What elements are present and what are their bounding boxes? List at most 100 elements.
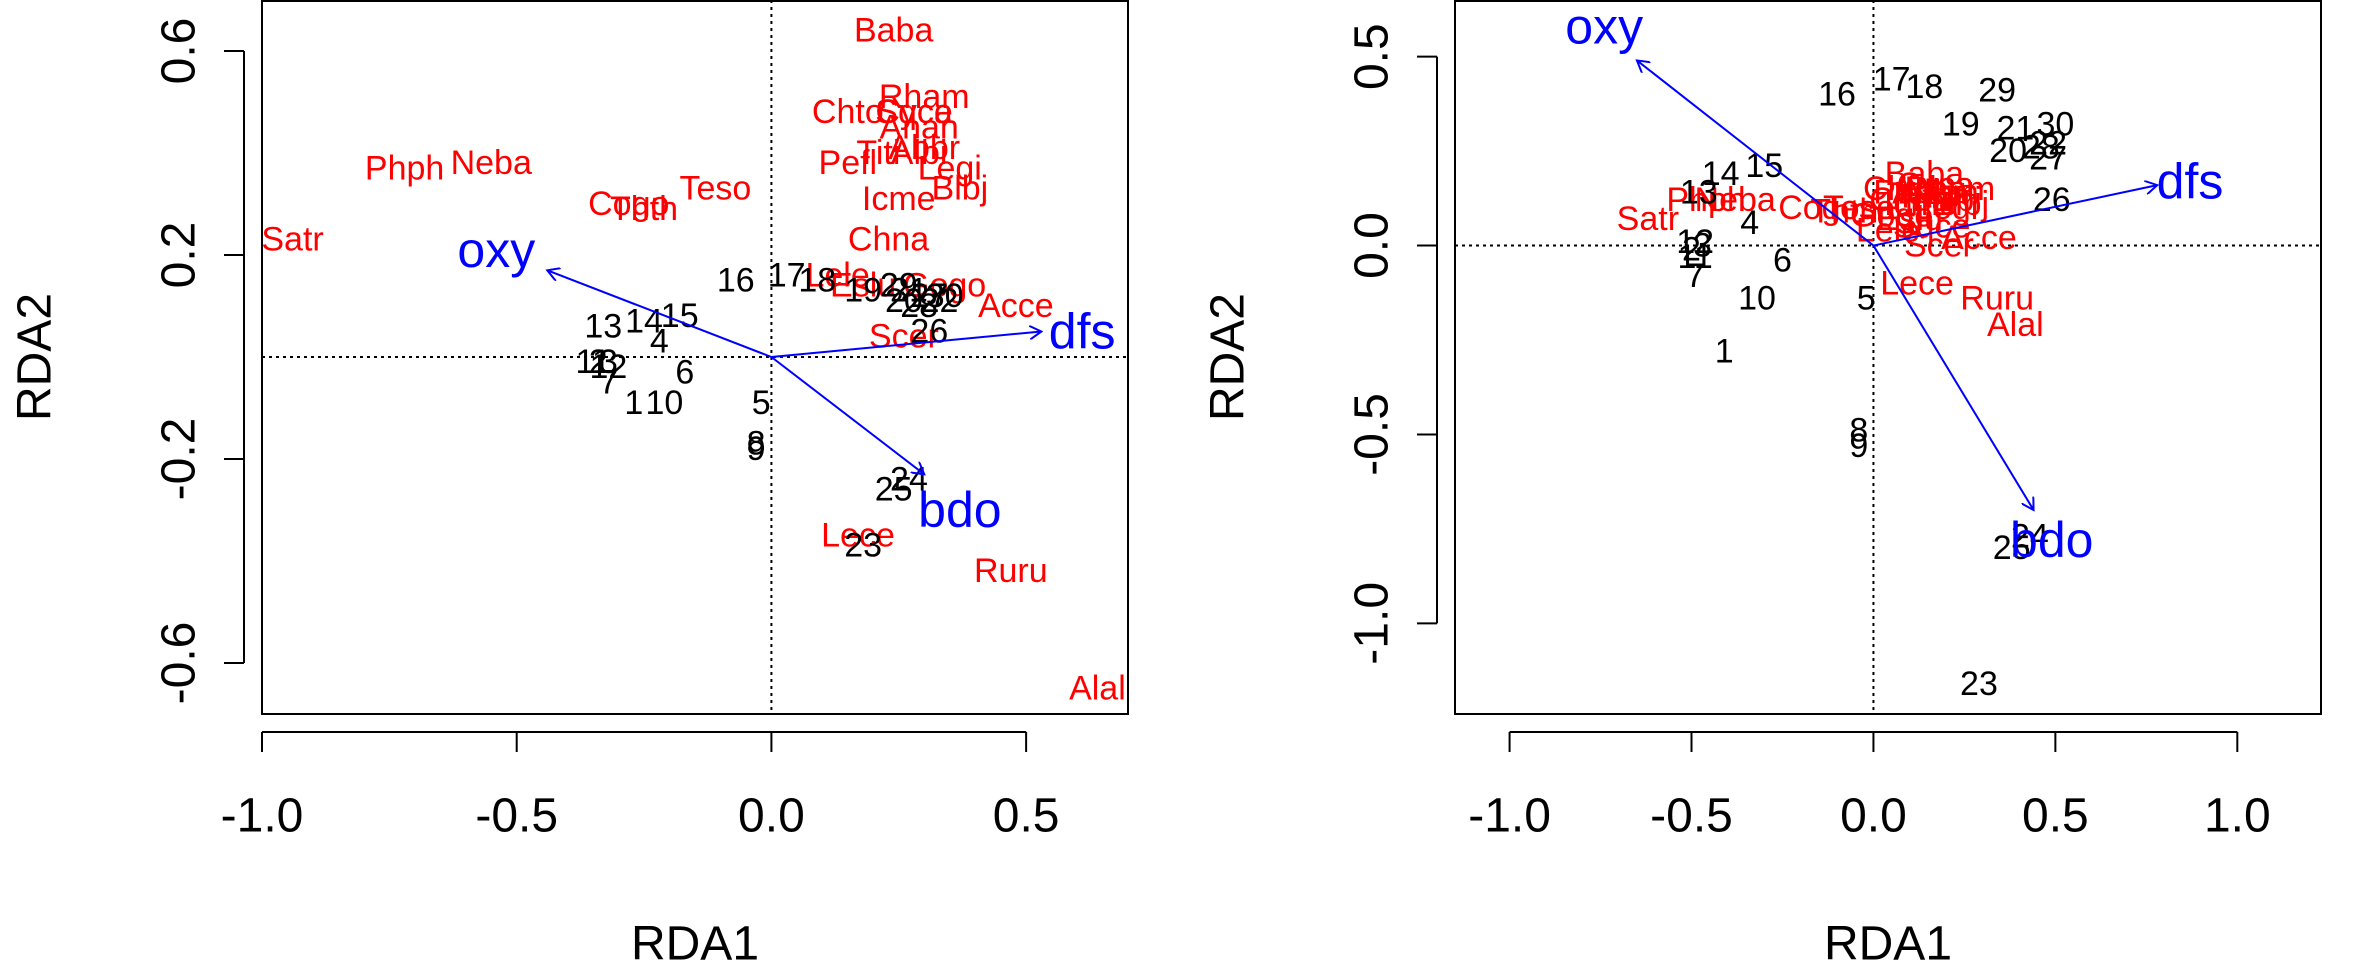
species-label-anan: Anan bbox=[1899, 174, 1978, 212]
site-label-16: 16 bbox=[717, 262, 755, 300]
species-label-icme: Icme bbox=[862, 180, 936, 218]
site-label-1: 1 bbox=[624, 384, 643, 422]
species-label-scer: Scer bbox=[1904, 227, 1974, 265]
site-label-20: 20 bbox=[1989, 132, 2027, 170]
species-label-gogo: Gogo bbox=[1850, 196, 1933, 234]
x-tick-label: -1.0 bbox=[221, 790, 304, 843]
species-label-blbj: Blbj bbox=[932, 170, 989, 208]
site-label-7: 7 bbox=[599, 364, 618, 402]
site-label-9: 9 bbox=[747, 430, 766, 468]
species-label-cyca: Cyca bbox=[875, 93, 953, 131]
species-label-abbr: Abbr bbox=[888, 129, 960, 167]
species-label-baba: Baba bbox=[1885, 155, 1964, 193]
species-label-alal: Alal bbox=[1987, 306, 2044, 344]
site-label-18: 18 bbox=[798, 262, 836, 300]
site-label-4: 4 bbox=[1740, 204, 1759, 242]
species-label-anan: Anan bbox=[879, 109, 958, 147]
site-label-11: 11 bbox=[1678, 238, 1713, 276]
site-label-3: 3 bbox=[1693, 227, 1712, 265]
site-label-28: 28 bbox=[900, 287, 938, 325]
site-label-21: 21 bbox=[890, 272, 928, 310]
species-label-pefl: Pefl bbox=[1873, 174, 1932, 212]
species-label-chna: Chna bbox=[848, 221, 929, 259]
site-label-12: 12 bbox=[589, 348, 627, 386]
x-axis-title: RDA1 bbox=[631, 918, 759, 971]
species-label-lele: Lele bbox=[805, 256, 869, 294]
site-label-27: 27 bbox=[2029, 140, 2067, 178]
x-tick-label: -0.5 bbox=[1650, 790, 1733, 843]
y-axis-title: RDA2 bbox=[1202, 293, 1255, 421]
variable-arrow-dfs bbox=[771, 332, 1041, 358]
species-label-scer: Scer bbox=[869, 318, 939, 356]
plot-frame bbox=[1454, 0, 2322, 715]
species-label-phph: Phph bbox=[365, 149, 444, 187]
species-label-thth: Thth bbox=[1810, 193, 1878, 231]
species-label-alal: Alal bbox=[1069, 670, 1126, 708]
site-label-13: 13 bbox=[1680, 174, 1718, 212]
site-label-25: 25 bbox=[1993, 529, 2031, 567]
y-tick-label: -0.6 bbox=[153, 622, 206, 705]
species-label-rham: Rham bbox=[879, 78, 970, 116]
variable-label-bdo: bdo bbox=[918, 482, 1001, 538]
site-label-22: 22 bbox=[2029, 125, 2067, 163]
site-label-19: 19 bbox=[1942, 106, 1980, 144]
y-tick-label: -1.0 bbox=[1346, 582, 1399, 665]
species-label-abbr: Abbr bbox=[1892, 174, 1964, 212]
species-label-titi: Titi bbox=[856, 134, 900, 172]
site-label-20: 20 bbox=[885, 282, 923, 320]
x-tick-label: -1.0 bbox=[1468, 790, 1551, 843]
y-tick-label: 0.0 bbox=[1346, 212, 1399, 279]
y-tick-label: -0.5 bbox=[1346, 393, 1399, 476]
species-label-teso: Teso bbox=[1823, 189, 1895, 227]
y-tick-label: 0.2 bbox=[153, 222, 206, 289]
species-label-satr: Satr bbox=[1617, 200, 1679, 238]
y-tick-label: 0.5 bbox=[1346, 23, 1399, 90]
site-label-8: 8 bbox=[1849, 412, 1868, 450]
species-label-ruru: Ruru bbox=[974, 552, 1048, 590]
site-label-30: 30 bbox=[926, 277, 964, 315]
variable-label-oxy: oxy bbox=[457, 222, 535, 278]
species-label-phph: Phph bbox=[1666, 181, 1745, 219]
site-label-14: 14 bbox=[1702, 155, 1740, 193]
species-label-cyca: Cyca bbox=[1897, 166, 1975, 204]
species-label-rham: Rham bbox=[1905, 170, 1996, 208]
variable-arrow-bdo bbox=[770, 356, 924, 474]
site-label-10: 10 bbox=[1738, 279, 1776, 317]
site-label-19: 19 bbox=[844, 272, 882, 310]
site-label-17: 17 bbox=[768, 256, 806, 294]
site-label-22: 22 bbox=[921, 282, 959, 320]
site-label-2: 2 bbox=[1682, 230, 1701, 268]
x-tick-label: 0.5 bbox=[2022, 790, 2089, 843]
site-label-5: 5 bbox=[752, 384, 771, 422]
species-label-eslu: Eslu bbox=[830, 267, 896, 305]
species-label-gogo: Gogo bbox=[903, 267, 986, 305]
x-tick-label: -0.5 bbox=[475, 790, 558, 843]
site-label-24: 24 bbox=[2011, 517, 2049, 555]
site-label-29: 29 bbox=[1978, 72, 2016, 110]
species-label-neba: Neba bbox=[451, 144, 532, 182]
variable-label-oxy: oxy bbox=[1565, 0, 1643, 54]
site-label-28: 28 bbox=[2022, 128, 2060, 166]
species-label-baba: Baba bbox=[854, 12, 933, 50]
site-label-9: 9 bbox=[1849, 427, 1868, 465]
site-label-21: 21 bbox=[1996, 109, 2034, 147]
x-tick-label: 0.5 bbox=[993, 790, 1060, 843]
site-label-2: 2 bbox=[589, 343, 608, 381]
site-label-27: 27 bbox=[910, 277, 948, 315]
species-label-ruru: Ruru bbox=[1960, 279, 2034, 317]
variable-arrow-dfs bbox=[1873, 185, 2157, 247]
species-label-acce: Acce bbox=[1941, 219, 2017, 257]
species-label-blbj: Blbj bbox=[1932, 185, 1989, 223]
site-label-15: 15 bbox=[1745, 147, 1783, 185]
variable-arrow-oxy bbox=[547, 270, 772, 358]
species-label-satr: Satr bbox=[261, 221, 323, 259]
site-label-17: 17 bbox=[1873, 60, 1911, 98]
variable-arrow-oxy bbox=[1637, 60, 1875, 247]
variable-label-bdo: bdo bbox=[2010, 512, 2093, 568]
species-label-lece: Lece bbox=[1880, 264, 1954, 302]
site-label-26: 26 bbox=[2033, 181, 2071, 219]
site-label-16: 16 bbox=[1818, 75, 1856, 113]
species-label-sqce: Sqce bbox=[875, 93, 953, 131]
